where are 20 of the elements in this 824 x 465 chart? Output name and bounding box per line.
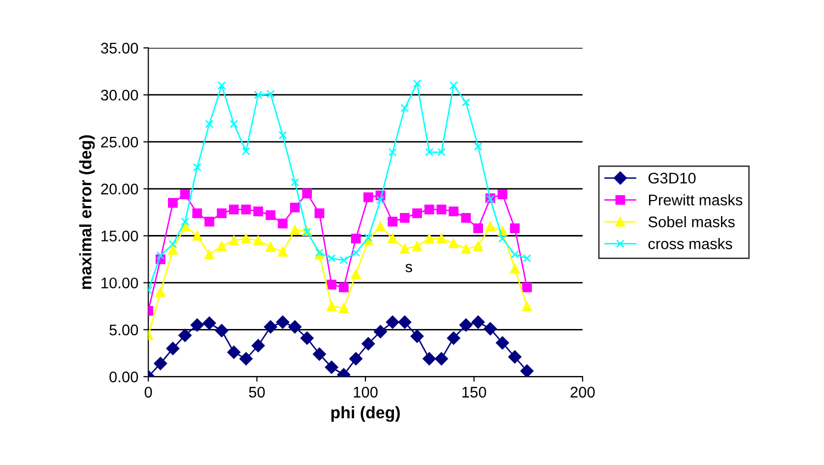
y-tick-label: 30.00: [100, 90, 138, 101]
y-tick-label: 20.00: [101, 184, 138, 194]
x-axis-title: phi (deg): [331, 406, 400, 422]
annotation: s: [405, 264, 412, 272]
y-axis-title: maximal error (deg): [79, 135, 95, 289]
y-tick-label: 15.00: [102, 230, 138, 242]
y-tick-label: 10.00: [102, 278, 138, 288]
y-tick-label: 35.00: [100, 42, 138, 54]
x-tick-label: 200: [570, 386, 595, 398]
legend-label: Prewitt masks: [649, 194, 742, 206]
x-tick-label: 50: [248, 386, 265, 398]
legend-label: cross masks: [648, 238, 732, 250]
legend-label: Sobel masks: [648, 216, 735, 228]
y-tick-label: 5.00: [109, 324, 138, 336]
legend-label: G3D10: [648, 172, 696, 184]
x-tick-label: 100: [354, 386, 378, 398]
y-tick-label: 0.00: [109, 372, 138, 382]
x-tick-label: 0: [144, 386, 152, 398]
y-tick-label: 25.00: [101, 136, 138, 148]
x-tick-label: 150: [462, 386, 486, 398]
